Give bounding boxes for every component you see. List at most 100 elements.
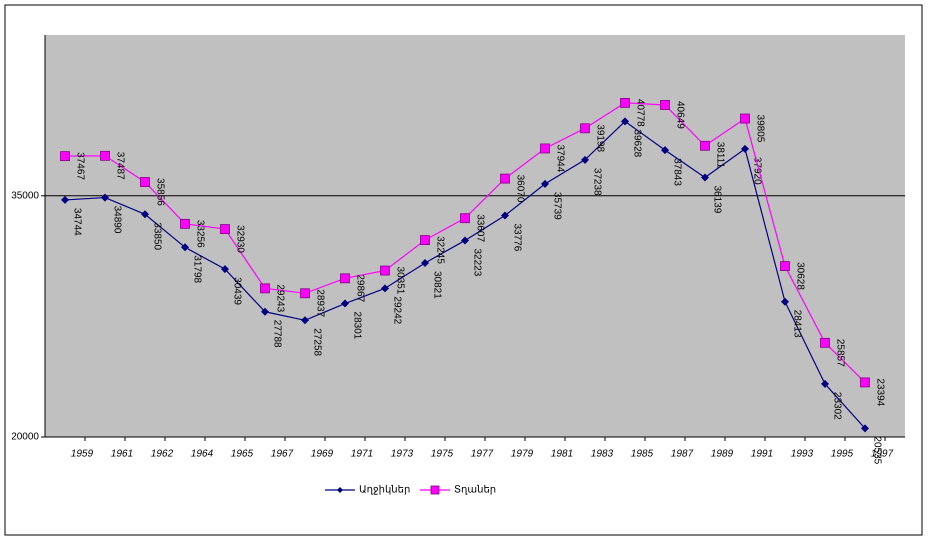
data-label: 37944: [554, 144, 565, 172]
point-marker: [740, 113, 750, 124]
x-tick-label: 1967: [270, 449, 295, 460]
data-label: 37920: [751, 157, 762, 185]
point-marker: [820, 337, 830, 348]
data-label: 37487: [114, 152, 125, 180]
data-label: 25857: [834, 339, 845, 367]
y-tick-label: 35000: [11, 190, 39, 201]
x-tick-label: 1975: [430, 449, 455, 460]
point-marker: [260, 283, 270, 294]
data-label: 40778: [634, 99, 645, 127]
plot-area: [45, 35, 905, 437]
point-marker: [221, 265, 229, 274]
x-tick-label: 1995: [830, 449, 855, 460]
data-label: 30439: [231, 277, 242, 305]
data-label: 33776: [511, 223, 522, 251]
data-label: 31798: [191, 255, 202, 283]
data-label: 33850: [151, 222, 162, 250]
x-tick-label: 1965: [230, 449, 255, 460]
data-label: 37467: [74, 152, 85, 180]
x-tick-label: 1961: [110, 449, 135, 460]
data-label: 28301: [351, 312, 362, 340]
data-label: 23302: [831, 392, 842, 420]
legend-label: Տղաներ: [454, 485, 496, 496]
legend-label: Աղջիկներ: [359, 485, 410, 496]
legend-marker: [337, 487, 343, 493]
point-marker: [301, 316, 309, 325]
point-marker: [780, 261, 790, 272]
point-marker: [861, 424, 869, 433]
x-tick-label: 1973: [390, 449, 415, 460]
data-label: 29867: [354, 274, 365, 302]
data-label: 27258: [311, 328, 322, 356]
point-marker: [421, 258, 429, 267]
data-label: 28937: [314, 289, 325, 317]
data-label: 37843: [671, 158, 682, 186]
data-label: 30351: [394, 267, 405, 295]
point-marker: [660, 100, 670, 110]
point-marker: [261, 307, 269, 316]
point-marker: [700, 140, 710, 151]
point-marker: [341, 299, 349, 308]
data-label: 40649: [674, 101, 685, 129]
point-marker: [180, 218, 190, 229]
data-label: 37238: [591, 168, 602, 196]
x-tick-label: 1993: [790, 449, 815, 460]
data-label: 39628: [631, 129, 642, 157]
point-marker: [380, 265, 390, 276]
data-label: 32223: [471, 248, 482, 276]
data-label: 39805: [754, 115, 765, 143]
point-marker: [101, 193, 109, 202]
data-label: 23394: [874, 378, 885, 406]
point-marker: [420, 235, 430, 246]
data-label: 29243: [274, 284, 285, 312]
point-marker: [181, 243, 189, 252]
point-marker: [701, 173, 709, 182]
data-label: 35739: [551, 192, 562, 220]
point-marker: [61, 195, 69, 204]
data-label: 35856: [154, 178, 165, 206]
x-tick-label: 1981: [550, 449, 575, 460]
point-marker: [621, 117, 629, 126]
point-marker: [501, 211, 509, 220]
point-marker: [141, 210, 149, 219]
data-label: 28413: [791, 310, 802, 338]
x-tick-label: 1969: [310, 449, 335, 460]
data-label: 32930: [234, 225, 245, 253]
point-marker: [620, 97, 630, 108]
point-marker: [220, 224, 230, 234]
point-marker: [580, 123, 590, 134]
x-tick-label: 1987: [670, 449, 695, 460]
data-label: 27788: [271, 320, 282, 348]
x-tick-label: 1962: [150, 449, 175, 460]
data-label: 36070: [514, 175, 525, 203]
x-tick-label: 1977: [470, 449, 495, 460]
point-marker: [541, 179, 549, 188]
x-tick-label: 1964: [190, 449, 215, 460]
data-label: 33607: [474, 214, 485, 242]
x-tick-label: 1991: [750, 449, 775, 460]
data-label: 20535: [871, 436, 882, 464]
x-tick-label: 1979: [510, 449, 535, 460]
point-marker: [340, 273, 350, 284]
point-marker: [60, 151, 70, 162]
data-label: 30821: [431, 271, 442, 299]
data-label: 29242: [391, 296, 402, 324]
data-label: 33256: [194, 220, 205, 248]
point-marker: [741, 144, 749, 153]
point-marker: [500, 173, 510, 184]
point-marker: [381, 284, 389, 293]
data-label: 30628: [794, 262, 805, 290]
point-marker: [300, 288, 310, 299]
point-marker: [581, 155, 589, 164]
point-marker: [540, 143, 550, 154]
data-label: 38111: [714, 142, 725, 169]
x-tick-label: 1971: [350, 449, 375, 460]
x-tick-label: 1985: [630, 449, 655, 460]
point-marker: [781, 297, 789, 306]
data-label: 34890: [111, 206, 122, 234]
data-label: 39198: [594, 124, 605, 152]
x-tick-label: 1959: [70, 449, 95, 460]
data-label: 32245: [434, 236, 445, 264]
legend-marker: [430, 485, 440, 495]
